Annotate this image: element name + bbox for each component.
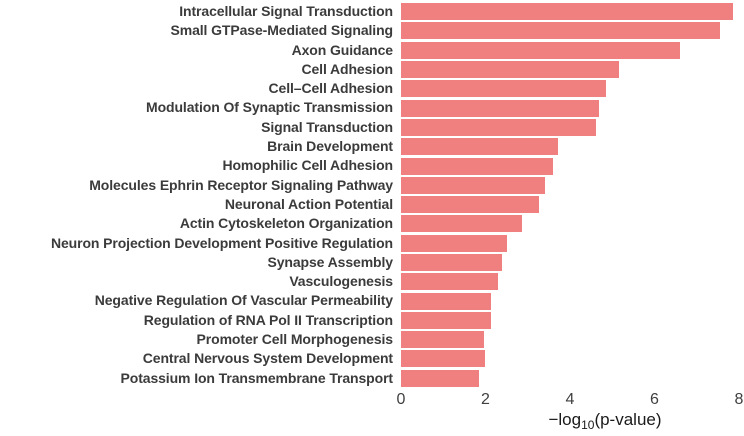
bar (401, 22, 720, 40)
category-label: Actin Cytoskeleton Organization (179, 215, 393, 232)
category-label: Intracellular Signal Transduction (179, 3, 393, 19)
category-label: Modulation Of Synaptic Transmission (146, 99, 393, 116)
x-tick-label: 6 (650, 390, 659, 408)
bar-track (401, 80, 744, 98)
chart-row: Actin Cytoskeleton Organization (0, 214, 744, 233)
x-axis-title-suffix: (p-value) (594, 409, 662, 429)
bar-track (401, 118, 744, 136)
chart-row: Small GTPase-Mediated Signaling (0, 21, 744, 40)
chart-row: Cell–Cell Adhesion (0, 79, 744, 98)
bar-track (401, 215, 744, 233)
x-axis-title: −log10(p-value) (548, 409, 662, 432)
bar-track (401, 138, 744, 156)
x-axis-title-prefix: −log (548, 409, 582, 429)
x-tick-label: 0 (396, 390, 406, 408)
bar-track (401, 350, 744, 368)
bar (401, 196, 540, 214)
category-label: Negative Regulation Of Vascular Permeabi… (94, 292, 393, 309)
bar (401, 3, 733, 21)
chart-row: Regulation of RNA Pol II Transcription (0, 311, 744, 330)
chart-row: Neuron Projection Development Positive R… (0, 234, 744, 253)
bar-track (401, 234, 744, 252)
bar-track (401, 331, 744, 349)
category-label: Neuronal Action Potential (224, 195, 393, 212)
x-axis: 0 2 4 6 8 −log10(p-value) (397, 388, 744, 432)
category-label: Regulation of RNA Pol II Transcription (143, 311, 393, 328)
chart-row: Signal Transduction (0, 118, 744, 137)
category-label: Cell–Cell Adhesion (268, 80, 394, 97)
bar-track (401, 196, 744, 214)
bar (401, 61, 620, 79)
bar-track (401, 254, 744, 271)
chart-row: Modulation Of Synaptic Transmission (0, 98, 744, 117)
bar-track (401, 311, 744, 329)
bar (401, 99, 599, 117)
x-tick-label: 4 (565, 390, 575, 408)
category-label: Central Nervous System Development (142, 350, 393, 367)
x-axis-title-subscript: 10 (581, 417, 595, 432)
bar-track (401, 41, 744, 59)
category-label: Homophilic Cell Adhesion (222, 157, 393, 174)
category-label: Promoter Cell Morphogenesis (196, 331, 394, 348)
bar-track (401, 22, 744, 40)
chart-row: Brain Development (0, 137, 744, 156)
bar-track (401, 292, 744, 310)
chart-row: Axon Guidance (0, 41, 744, 60)
category-label: Cell Adhesion (301, 60, 393, 77)
chart-row: Central Nervous System Development (0, 349, 744, 368)
category-label: Signal Transduction (261, 118, 393, 135)
bar-track (401, 3, 744, 21)
chart-row: Homophilic Cell Adhesion (0, 156, 744, 175)
bar-track (401, 273, 744, 291)
category-label: Molecules Ephrin Receptor Signaling Path… (89, 176, 393, 193)
x-tick-label: 2 (481, 390, 490, 408)
x-tick-label: 8 (734, 390, 744, 408)
bar (401, 215, 523, 233)
bar (401, 331, 484, 349)
bar-track (401, 99, 744, 117)
bar (401, 273, 499, 291)
chart-row: Cell Adhesion (0, 60, 744, 79)
chart-row: Molecules Ephrin Receptor Signaling Path… (0, 176, 744, 195)
bar (401, 157, 554, 175)
chart-row: Neuronal Action Potential (0, 195, 744, 214)
bar (401, 254, 503, 271)
category-label: Brain Development (267, 138, 393, 155)
bar-track (401, 61, 744, 79)
bar-track (401, 369, 744, 387)
category-label: Axon Guidance (291, 41, 393, 58)
bar-track (401, 157, 744, 175)
chart-rows: Intracellular Signal Transduction Small G… (0, 2, 744, 388)
bar (401, 292, 491, 310)
bar (401, 369, 480, 387)
bar (401, 311, 491, 329)
chart-row: Negative Regulation Of Vascular Permeabi… (0, 291, 744, 310)
category-label: Synapse Assembly (267, 253, 393, 270)
chart-row: Synapse Assembly (0, 253, 744, 272)
bar (401, 234, 507, 252)
category-label: Small GTPase-Mediated Signaling (170, 22, 393, 39)
chart-row: Promoter Cell Morphogenesis (0, 330, 744, 349)
chart-row: Vasculogenesis (0, 272, 744, 291)
bar (401, 41, 680, 59)
bar (401, 138, 559, 156)
chart-row: Intracellular Signal Transduction (0, 2, 744, 21)
bar (401, 118, 597, 136)
bar (401, 80, 607, 98)
bar (401, 350, 485, 368)
bar (401, 176, 545, 194)
category-label: Vasculogenesis (289, 273, 393, 290)
category-label: Potassium Ion Transmembrane Transport (120, 369, 394, 386)
category-label: Neuron Projection Development Positive R… (50, 234, 393, 251)
bar-track (401, 176, 744, 194)
chart-row: Potassium Ion Transmembrane Transport (0, 369, 744, 388)
